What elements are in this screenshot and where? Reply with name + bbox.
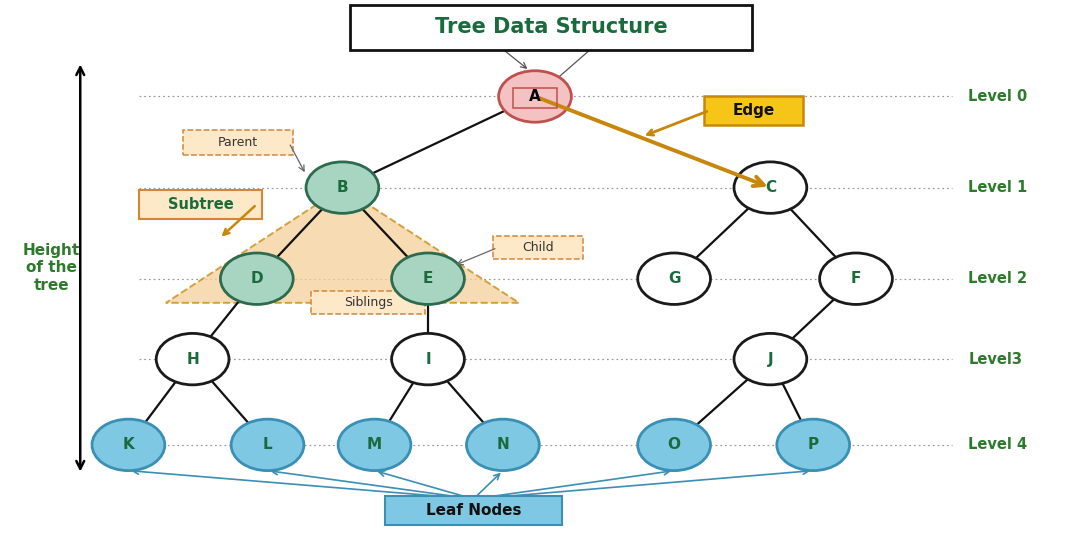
Text: A: A: [530, 89, 540, 104]
Ellipse shape: [777, 419, 850, 471]
Ellipse shape: [499, 71, 571, 122]
FancyBboxPatch shape: [350, 5, 752, 50]
Text: Level 0: Level 0: [968, 89, 1027, 104]
Text: Tree Data Structure: Tree Data Structure: [434, 17, 668, 37]
FancyBboxPatch shape: [385, 496, 562, 525]
Text: D: D: [250, 271, 263, 286]
Text: Root: Root: [460, 21, 526, 68]
FancyBboxPatch shape: [183, 130, 293, 155]
Text: L: L: [263, 437, 272, 452]
Text: P: P: [808, 437, 819, 452]
FancyBboxPatch shape: [704, 96, 802, 125]
FancyBboxPatch shape: [493, 236, 583, 259]
Text: K: K: [123, 437, 134, 452]
Text: Key: Key: [549, 21, 628, 86]
Text: Child: Child: [522, 241, 554, 254]
Text: M: M: [367, 437, 382, 452]
FancyBboxPatch shape: [311, 291, 425, 314]
Text: Level3: Level3: [968, 352, 1022, 367]
Ellipse shape: [392, 333, 464, 385]
Text: E: E: [423, 271, 433, 286]
Ellipse shape: [92, 419, 165, 471]
Text: Leaf Nodes: Leaf Nodes: [426, 503, 521, 518]
Ellipse shape: [467, 419, 539, 471]
Ellipse shape: [734, 333, 807, 385]
Text: F: F: [851, 271, 861, 286]
Text: Height
of the
tree: Height of the tree: [22, 243, 80, 293]
Ellipse shape: [820, 253, 892, 304]
Ellipse shape: [392, 253, 464, 304]
Ellipse shape: [734, 162, 807, 213]
FancyBboxPatch shape: [139, 190, 262, 219]
Text: I: I: [425, 352, 431, 367]
Text: H: H: [186, 352, 199, 367]
Text: O: O: [668, 437, 681, 452]
Ellipse shape: [306, 162, 379, 213]
Ellipse shape: [231, 419, 304, 471]
Text: Level 2: Level 2: [968, 271, 1027, 286]
Text: Siblings: Siblings: [343, 296, 393, 309]
Text: B: B: [337, 180, 348, 195]
Text: Edge: Edge: [732, 103, 775, 118]
Text: Level 1: Level 1: [968, 180, 1027, 195]
Ellipse shape: [638, 253, 710, 304]
Text: Level 4: Level 4: [968, 437, 1027, 452]
Ellipse shape: [338, 419, 411, 471]
Ellipse shape: [156, 333, 229, 385]
Text: J: J: [767, 352, 774, 367]
Ellipse shape: [638, 419, 710, 471]
Text: G: G: [668, 271, 681, 286]
Polygon shape: [166, 188, 519, 303]
Ellipse shape: [220, 253, 293, 304]
Text: N: N: [496, 437, 509, 452]
Text: C: C: [765, 180, 776, 195]
Text: Parent: Parent: [218, 136, 258, 149]
Text: Subtree: Subtree: [168, 197, 233, 212]
